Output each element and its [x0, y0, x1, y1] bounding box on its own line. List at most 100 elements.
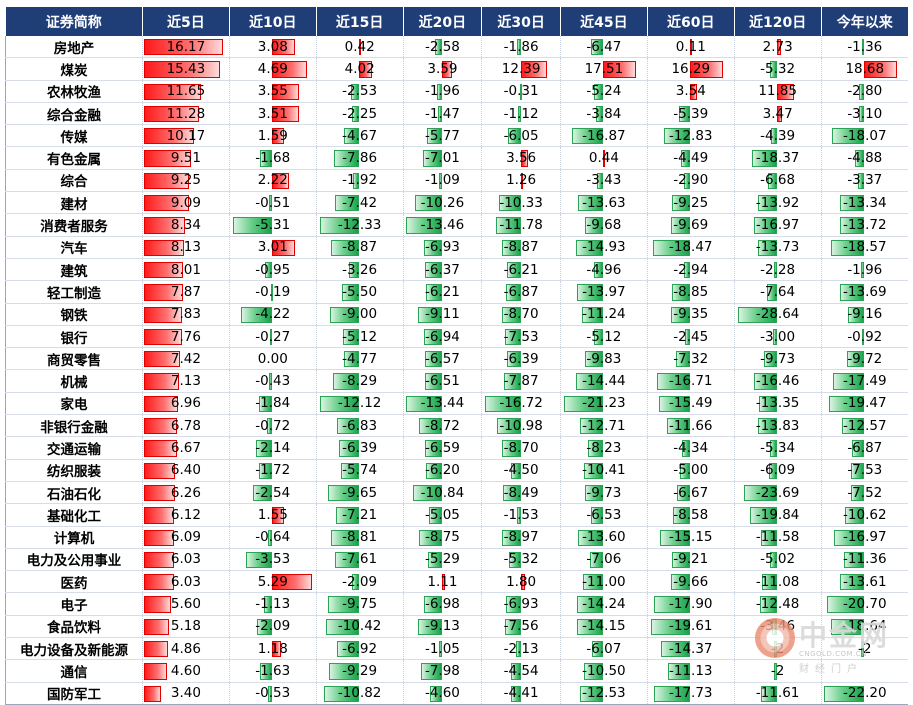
negative-bar — [578, 529, 604, 546]
value-text: -6.21 — [424, 283, 460, 300]
negative-bar — [571, 128, 604, 145]
value-text: -2.80 — [847, 83, 883, 100]
value-cell: -11.58 — [733, 526, 822, 549]
value-cell: 11.28 — [141, 102, 230, 126]
negative-bar — [425, 462, 443, 479]
value-cell: -8.85 — [646, 280, 735, 304]
value-cell: -10.98 — [481, 414, 561, 438]
value-text: 0.11 — [675, 38, 706, 55]
value-text: 3.08 — [257, 38, 288, 55]
value-text: -2.94 — [673, 261, 709, 278]
value-cell: -2.58 — [402, 36, 482, 59]
value-cell: -9.21 — [646, 548, 735, 572]
value-text: -2.14 — [255, 439, 291, 456]
negative-bar — [585, 351, 604, 368]
value-text: 17.51 — [584, 60, 624, 77]
value-text: 6.67 — [170, 439, 201, 456]
value-cell: -10.82 — [315, 682, 404, 705]
value-cell: -5.39 — [646, 102, 735, 126]
value-text: -6.53 — [586, 506, 622, 523]
value-cell: 7.83 — [141, 303, 230, 326]
positive-bar — [143, 105, 200, 123]
value-cell: 6.67 — [141, 436, 230, 460]
value-cell: -11.24 — [559, 303, 648, 326]
negative-bar — [671, 551, 691, 569]
value-cell: 11.85 — [733, 80, 822, 103]
value-text: -6.93 — [424, 239, 460, 256]
value-cell: -8.23 — [559, 436, 648, 460]
value-text: -13.60 — [582, 529, 626, 546]
negative-bar — [509, 551, 521, 569]
negative-bar — [737, 306, 778, 323]
sector-name: 轻工制造 — [5, 280, 143, 304]
value-cell: -12.48 — [733, 592, 822, 616]
value-text: -5.50 — [342, 283, 378, 300]
value-text: -12.57 — [843, 417, 887, 434]
value-text: 0.00 — [257, 350, 288, 367]
value-cell: -6.51 — [402, 369, 482, 393]
value-cell: -14.37 — [646, 637, 735, 661]
value-text: 7.76 — [170, 328, 201, 345]
value-text: -18.57 — [843, 239, 887, 256]
negative-bar — [425, 284, 443, 301]
value-cell: -11.00 — [559, 570, 648, 594]
value-cell: -7.06 — [559, 548, 648, 572]
negative-bar — [253, 484, 273, 502]
value-text: -0.27 — [255, 328, 291, 345]
value-text: -14.15 — [582, 618, 626, 635]
negative-bar — [575, 239, 604, 256]
value-text: -0.19 — [255, 283, 291, 300]
value-text: -16.97 — [843, 529, 887, 546]
value-cell: -11.08 — [733, 570, 822, 594]
negative-bar — [577, 284, 604, 301]
negative-bar — [256, 618, 273, 636]
negative-bar — [672, 507, 691, 524]
value-cell: -1.05 — [402, 637, 482, 661]
value-cell: -13.72 — [820, 213, 908, 237]
value-text: 11.28 — [166, 105, 206, 122]
table-header: 证券简称 近5日 近10日 近15日 近20日 近30日 近45日 近60日 近120日 今年以来 — [5, 7, 908, 36]
value-text: -6.07 — [586, 640, 622, 657]
table-row: 国防军工 3.40 -0.53 -10.82 -4.60 -4.41 -12.53 -17.7… — [5, 682, 908, 705]
value-cell: -7.53 — [481, 325, 561, 349]
negative-bar — [418, 529, 443, 546]
negative-bar — [333, 150, 360, 167]
negative-bar — [320, 395, 360, 413]
value-cell: 7.42 — [141, 347, 230, 371]
value-cell: 1.11 — [402, 570, 482, 594]
value-cell: -4.54 — [481, 659, 561, 683]
positive-bar — [777, 39, 781, 56]
value-text: 11.85 — [758, 83, 797, 100]
value-text: -5.12 — [586, 328, 622, 345]
value-cell: -1.13 — [228, 592, 317, 616]
value-cell: -12.33 — [315, 213, 404, 237]
value-text: -10.50 — [582, 662, 626, 679]
value-cell: 8.34 — [141, 213, 230, 237]
negative-bar — [426, 128, 443, 145]
value-cell: 0.42 — [315, 36, 404, 59]
value-cell: -3.00 — [733, 325, 822, 349]
negative-bar — [330, 306, 360, 323]
value-text: -6.21 — [503, 261, 539, 278]
negative-bar — [593, 328, 604, 346]
negative-bar — [671, 195, 691, 212]
negative-bar — [582, 574, 604, 591]
value-cell: -5.02 — [733, 548, 822, 572]
value-text: -18.37 — [755, 150, 800, 167]
negative-bar — [507, 351, 521, 368]
value-text: -13.97 — [582, 283, 626, 300]
value-text: -6.37 — [424, 261, 460, 278]
value-text: -16.87 — [582, 127, 626, 144]
value-cell: 17.51 — [559, 57, 648, 81]
value-cell: 4.60 — [141, 659, 230, 683]
positive-bar — [359, 39, 362, 56]
value-cell: -7.64 — [733, 280, 822, 304]
value-text: -6.05 — [503, 127, 539, 144]
negative-bar — [827, 596, 865, 613]
value-cell: -5.05 — [402, 503, 482, 527]
value-text: -7.42 — [342, 194, 378, 211]
value-text: -1.96 — [424, 83, 460, 100]
value-cell: -7.98 — [402, 659, 482, 683]
value-text: -5.29 — [424, 551, 460, 568]
negative-bar — [501, 239, 521, 256]
